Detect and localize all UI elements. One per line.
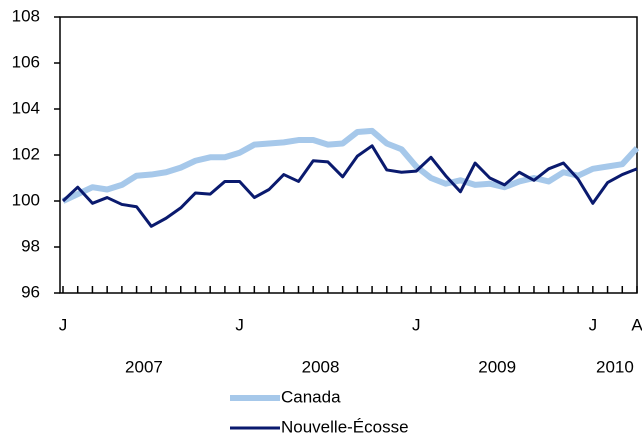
year-label: 2008 — [302, 357, 340, 376]
x-tick-label: J — [412, 315, 421, 334]
y-tick-label: 96 — [21, 282, 40, 301]
year-label: 2009 — [478, 357, 516, 376]
y-tick-label: 106 — [12, 52, 40, 71]
series-line — [61, 127, 640, 204]
plot-frame — [59, 16, 638, 294]
x-tick-label: J — [235, 315, 244, 334]
y-tick-label: 100 — [12, 190, 40, 209]
year-label: 2010 — [596, 357, 634, 376]
year-label: 2007 — [125, 357, 163, 376]
y-tick-label: 102 — [12, 144, 40, 163]
x-tick-label: J — [589, 315, 598, 334]
x-tick-label: A — [631, 315, 642, 334]
legend-label: Nouvelle-Écosse — [281, 417, 409, 436]
y-tick-label: 104 — [12, 98, 40, 117]
x-tick-label: J — [59, 315, 68, 334]
legend-label: Canada — [281, 387, 341, 406]
y-tick-label: 98 — [21, 236, 40, 255]
y-tick-label: 108 — [12, 6, 40, 25]
series-line — [61, 144, 638, 228]
